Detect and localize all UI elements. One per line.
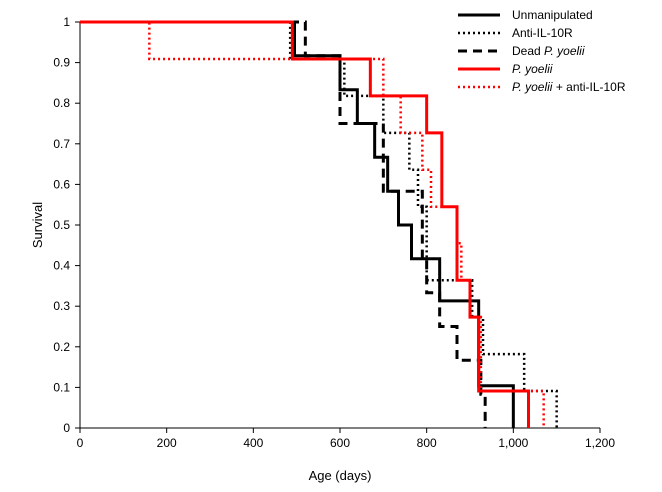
series-line-unmanipulated: [80, 20, 515, 428]
legend-label-part: P. yoelii: [512, 80, 553, 94]
legend-label: P. yoelii: [512, 62, 553, 76]
x-tick-label: 0: [77, 436, 84, 450]
y-axis-title: Survival: [30, 202, 45, 248]
x-tick-label: 800: [417, 436, 437, 450]
legend-label: Dead P. yoelii: [512, 44, 585, 58]
series-line-dead-p-yoelii: [80, 20, 487, 428]
x-tick-label: 1,000: [498, 436, 528, 450]
axes: 0 200 400 600 800 1,000 1,200 0 0.1 0.2 0.3 0.4 0.5 0…: [53, 15, 615, 450]
y-tick-label: 1: [63, 15, 70, 29]
series-line-p-yoelii: [80, 20, 530, 428]
legend-label: Unmanipulated: [512, 8, 593, 22]
y-tick-label: 0.4: [53, 259, 70, 273]
y-tick-label: 0.8: [53, 96, 70, 110]
legend-label-part: Dead: [512, 44, 544, 58]
legend-label-part: P. yoelii: [544, 44, 585, 58]
y-tick-label: 0.6: [53, 177, 70, 191]
y-tick-label: 0: [63, 421, 70, 435]
x-axis-title: Age (days): [309, 468, 372, 483]
legend-label-part: + anti-IL-10R: [552, 80, 625, 94]
series-line-anti-il-10r: [80, 20, 558, 428]
series-line-p-yoelii-anti-il-10r: [80, 20, 545, 428]
y-tick-label: 0.9: [53, 56, 70, 70]
legend-label-part: P. yoelii: [512, 62, 553, 76]
x-tick-label: 400: [243, 436, 263, 450]
legend-label-part: Unmanipulated: [512, 8, 593, 22]
legend-label: Anti-IL-10R: [512, 26, 573, 40]
x-tick-label: 1,200: [585, 436, 615, 450]
x-tick-label: 600: [330, 436, 350, 450]
y-tick-label: 0.1: [53, 380, 70, 394]
y-tick-label: 0.3: [53, 299, 70, 313]
y-tick-label: 0.7: [53, 137, 70, 151]
series-lines: [80, 20, 558, 428]
legend-label: P. yoelii + anti-IL-10R: [512, 80, 626, 94]
legend-label-part: Anti-IL-10R: [512, 26, 573, 40]
y-tick-label: 0.5: [53, 218, 70, 232]
y-tick-label: 0.2: [53, 340, 70, 354]
x-tick-label: 200: [157, 436, 177, 450]
